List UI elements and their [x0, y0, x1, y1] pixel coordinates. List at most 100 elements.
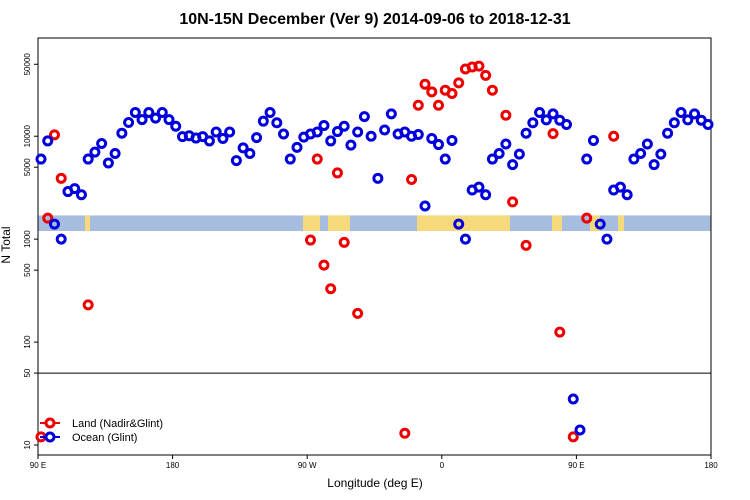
ocean-point — [163, 114, 175, 126]
land-point — [480, 69, 492, 81]
land-mass — [618, 215, 624, 232]
ocean-point — [668, 117, 680, 129]
ocean-point — [89, 146, 101, 158]
ocean-point — [143, 107, 155, 119]
land-point — [406, 173, 418, 185]
ocean-point — [244, 147, 256, 159]
ocean-point — [365, 130, 377, 142]
land-point — [318, 259, 330, 271]
land-point — [486, 84, 498, 96]
ocean-point — [662, 127, 674, 139]
land-point — [352, 307, 364, 319]
ocean-point — [547, 108, 559, 120]
ocean-point — [271, 117, 283, 129]
land-point — [42, 212, 54, 224]
land-sea-band — [38, 215, 711, 232]
ocean-point — [345, 139, 357, 151]
land-point — [338, 236, 350, 248]
ocean-point — [379, 124, 391, 136]
ocean-point — [284, 153, 296, 165]
ocean-point — [251, 132, 263, 144]
land-point — [48, 129, 60, 141]
x-tick-label: 90 E — [568, 461, 584, 470]
land-point — [453, 77, 465, 89]
ocean-point — [493, 147, 505, 159]
land-point — [331, 167, 343, 179]
ocean-point — [203, 135, 215, 147]
ocean-point — [439, 153, 451, 165]
ocean-point — [480, 189, 492, 201]
y-tick-label: 50000 — [23, 53, 32, 76]
ocean-point — [419, 200, 431, 212]
ocean-point — [614, 181, 626, 193]
land-point — [500, 109, 512, 121]
land-mass — [303, 215, 320, 232]
x-tick-label: 0 — [440, 461, 445, 470]
x-tick-label: 90 E — [30, 461, 46, 470]
ocean-point — [150, 112, 162, 124]
ocean-point — [412, 128, 424, 140]
ocean-point — [507, 159, 519, 171]
ocean-point — [682, 114, 694, 126]
ocean-point — [331, 126, 343, 138]
ocean-point — [278, 128, 290, 140]
y-tick-label: 1000 — [23, 230, 32, 248]
ocean-point — [217, 133, 229, 145]
ocean-point — [210, 126, 222, 138]
ocean-point — [655, 148, 667, 160]
ocean-point — [96, 137, 108, 149]
ocean-point — [170, 120, 182, 132]
ocean-point — [433, 139, 445, 151]
ocean-point — [311, 126, 323, 138]
y-tick-label: 100 — [23, 335, 32, 349]
plot-frame — [37, 37, 712, 456]
legend: Land (Nadir&Glint) Ocean (Glint) — [40, 417, 163, 444]
ocean-point — [230, 155, 242, 167]
ocean-point — [675, 107, 687, 119]
ocean-point — [136, 114, 148, 126]
y-tick-label: 500 — [23, 263, 32, 277]
ocean-point — [237, 142, 249, 154]
ocean-point — [446, 134, 458, 146]
ocean-point — [540, 114, 552, 126]
ocean-point — [318, 120, 330, 132]
ocean-point — [473, 181, 485, 193]
ocean-point — [453, 218, 465, 230]
ocean-point — [486, 153, 498, 165]
ocean-point — [358, 111, 370, 123]
land-point — [507, 196, 519, 208]
ocean-point — [587, 134, 599, 146]
ocean-point — [325, 135, 337, 147]
ocean-point — [527, 117, 539, 129]
ocean-point — [257, 115, 269, 127]
land-point — [426, 86, 438, 98]
ocean-point — [129, 107, 141, 119]
ocean-point — [702, 118, 714, 130]
land-point — [325, 283, 337, 295]
x-tick-label: 90 W — [298, 461, 317, 470]
ocean-point — [35, 153, 47, 165]
ocean-point — [500, 138, 512, 150]
legend-ocean-marker — [44, 431, 56, 443]
land-point — [82, 299, 94, 311]
ocean-point — [48, 218, 60, 230]
ocean-point — [338, 120, 350, 132]
ocean-point — [109, 147, 121, 159]
ocean-point — [352, 126, 364, 138]
land-point — [581, 212, 593, 224]
ocean-point — [156, 107, 168, 119]
y-axis: 10 50 100 500 1000 5000 10000 50000 — [23, 53, 38, 449]
ocean-band — [38, 215, 711, 232]
land-point — [433, 99, 445, 111]
ocean-point — [635, 147, 647, 159]
x-axis: 90 E 180 90 W 0 90 E 180 — [30, 455, 718, 470]
ocean-point — [426, 133, 438, 145]
land-mass — [85, 215, 90, 232]
land-point — [567, 431, 579, 443]
ocean-point — [567, 393, 579, 405]
ocean-point — [385, 108, 397, 120]
ocean-series — [35, 107, 714, 436]
ocean-point — [224, 126, 236, 138]
land-mass — [328, 215, 350, 232]
